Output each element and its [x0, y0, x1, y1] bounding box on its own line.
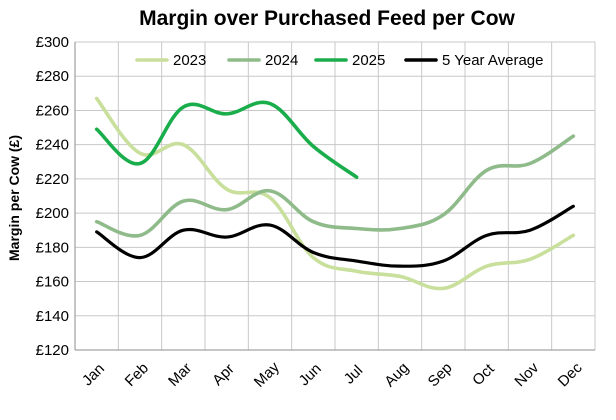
x-tick-label: Apr	[209, 361, 238, 390]
x-tick-label: Mar	[165, 360, 195, 390]
series-line-2024	[94, 134, 576, 238]
chart-title: Margin over Purchased Feed per Cow	[139, 7, 515, 30]
y-axis-label: Margin per Cow (£)	[6, 135, 22, 261]
x-axis-tick-labels: Jan Feb Mar Apr May Jun Jul Aug Sep Oct Nov Dec	[79, 358, 586, 390]
legend: 2023 2024 2025 5 Year Average	[135, 52, 543, 69]
x-tick-label: May	[251, 358, 283, 390]
legend-label-2023: 2023	[173, 52, 206, 69]
y-tick-label: £200	[36, 205, 69, 222]
y-tick-label: £280	[36, 68, 69, 85]
y-tick-label: £180	[36, 239, 69, 256]
y-tick-label: £120	[36, 342, 69, 359]
series-line-5-year-average	[95, 204, 575, 268]
x-tick-label: Jan	[79, 360, 108, 389]
x-tick-label: Jun	[296, 360, 325, 389]
x-tick-label: Dec	[555, 359, 586, 390]
series-line-2025	[94, 100, 359, 179]
series-line-2023	[94, 96, 576, 291]
x-tick-label: Feb	[122, 360, 152, 390]
gridlines	[74, 41, 596, 351]
y-axis-tick-labels: £120 £140 £160 £180 £200 £220 £240 £260 £280 £300	[36, 34, 69, 359]
legend-label-5-year-average: 5 Year Average	[442, 52, 543, 69]
axes	[74, 42, 595, 351]
y-tick-label: £240	[36, 137, 69, 154]
legend-label-2024: 2024	[265, 52, 298, 69]
x-tick-label: Nov	[511, 359, 542, 390]
y-tick-label: £300	[36, 34, 69, 51]
y-tick-label: £260	[36, 102, 69, 119]
x-tick-label: Aug	[381, 359, 412, 390]
y-tick-label: £160	[36, 274, 69, 291]
y-tick-label: £140	[36, 308, 69, 325]
y-tick-label: £220	[36, 171, 69, 188]
x-tick-label: Jul	[341, 362, 367, 388]
legend-label-2025: 2025	[352, 52, 385, 69]
x-tick-label: Oct	[469, 360, 498, 389]
x-tick-label: Sep	[425, 359, 456, 390]
series-lines	[94, 96, 576, 291]
